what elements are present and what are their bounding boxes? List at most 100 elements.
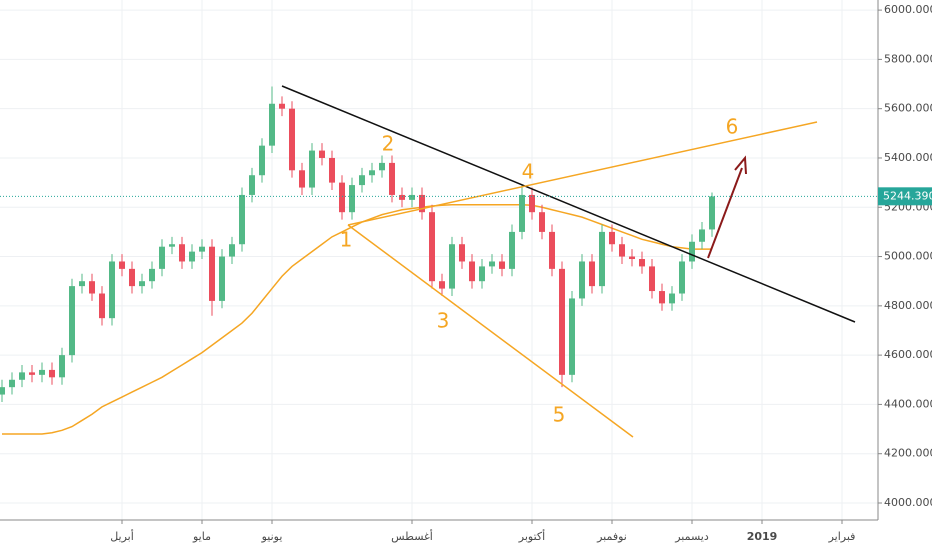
trend-line (281, 85, 856, 323)
candle-body (239, 194, 245, 245)
candle-body (349, 185, 355, 213)
candle-body (469, 261, 475, 282)
annotation: 3 (437, 309, 450, 333)
ma-layer (2, 204, 712, 435)
y-tick-label: 4600.000 (884, 348, 932, 361)
candle-body (599, 231, 605, 287)
candle-body (439, 281, 445, 289)
candle-body (709, 196, 715, 230)
candle-body (419, 194, 425, 213)
y-tick-label: 5400.000 (884, 151, 932, 164)
candle-body (69, 286, 75, 356)
y-tick-label: 4400.000 (884, 397, 932, 410)
candle-body (489, 261, 495, 267)
candle-body (679, 261, 685, 294)
candle-body (319, 150, 325, 158)
axes: 4000.000 4200.000 4400.000 4600.000 4800.000… (0, 3, 932, 543)
y-tick-label: 6000.000 (884, 3, 932, 16)
candle-body (479, 266, 485, 282)
trend-line (347, 224, 634, 438)
candle-body (689, 241, 695, 262)
candle-body (409, 194, 415, 200)
candle-body (289, 108, 295, 171)
candle-body (109, 261, 115, 319)
candle-body (19, 372, 25, 380)
candle-body (139, 281, 145, 287)
candle-body (0, 387, 5, 395)
x-tick-label: فبراير (828, 530, 856, 543)
y-tick-label: 5600.000 (884, 102, 932, 115)
candle-body (219, 256, 225, 301)
candle-body (499, 261, 505, 269)
candle-body (99, 293, 105, 319)
candle-body (629, 256, 635, 260)
candle-body (309, 150, 315, 188)
candle-body (449, 244, 455, 289)
y-tick-label: 5800.000 (884, 52, 932, 65)
candle-body (569, 298, 575, 375)
candle-body (189, 251, 195, 262)
trend-line (347, 121, 818, 226)
candle-body (589, 261, 595, 287)
candle-body (59, 355, 65, 378)
candle-body (509, 231, 515, 269)
candle-body (79, 281, 85, 287)
y-tick-label: 4800.000 (884, 299, 932, 312)
candle-body (519, 194, 525, 232)
x-tick-label: ديسمبر (674, 530, 709, 543)
candle-body (639, 259, 645, 267)
candle-body (159, 246, 165, 269)
candle-body (279, 103, 285, 109)
candle-body (119, 261, 125, 269)
candle-body (389, 162, 395, 195)
candle-body (89, 281, 95, 294)
candle-body (29, 372, 35, 375)
y-tick-label: 4000.000 (884, 496, 932, 509)
candle-body (649, 266, 655, 292)
y-tick-label: 5000.000 (884, 250, 932, 263)
candle-body (259, 145, 265, 176)
x-tick-label: نوفمبر (596, 530, 627, 543)
x-tick-label: يونيو (261, 530, 283, 543)
arrow-head (734, 155, 747, 175)
candle-body (179, 244, 185, 262)
annotation: 5 (553, 403, 566, 427)
moving-average (2, 204, 712, 435)
candle-body (549, 231, 555, 269)
candle-body (249, 175, 255, 195)
annotation: 1 (340, 228, 353, 252)
candle-body (559, 268, 565, 375)
x-tick-label: أبريل (110, 529, 134, 543)
last-price-label: 5244.390 (883, 189, 932, 202)
candle-body (169, 244, 175, 247)
x-tick-label: أكتوبر (518, 529, 545, 543)
candle-body (539, 212, 545, 232)
candle-body (129, 268, 135, 287)
x-tick-label: مايو (192, 530, 211, 543)
candle-body (149, 268, 155, 282)
candle-body (529, 194, 535, 213)
y-tick-label: 4200.000 (884, 447, 932, 460)
candle-body (699, 229, 705, 242)
candle-body (579, 261, 585, 299)
annotation: 2 (382, 132, 395, 156)
annotation: 6 (726, 115, 739, 139)
candle-body (49, 369, 55, 378)
x-tick-label: 2019 (747, 530, 778, 543)
last-price-box (878, 187, 932, 206)
candle-body (669, 293, 675, 304)
candles (0, 86, 715, 402)
candle-body (659, 291, 665, 304)
candle-body (39, 369, 45, 375)
x-tick-label: أغسطس (391, 529, 433, 543)
candle-body (359, 175, 365, 186)
candle-body (339, 182, 345, 213)
candle-body (459, 244, 465, 262)
candle-body (229, 244, 235, 257)
candle-body (269, 103, 275, 146)
candle-body (209, 246, 215, 301)
annotation: 4 (522, 160, 535, 184)
candle-body (379, 162, 385, 171)
